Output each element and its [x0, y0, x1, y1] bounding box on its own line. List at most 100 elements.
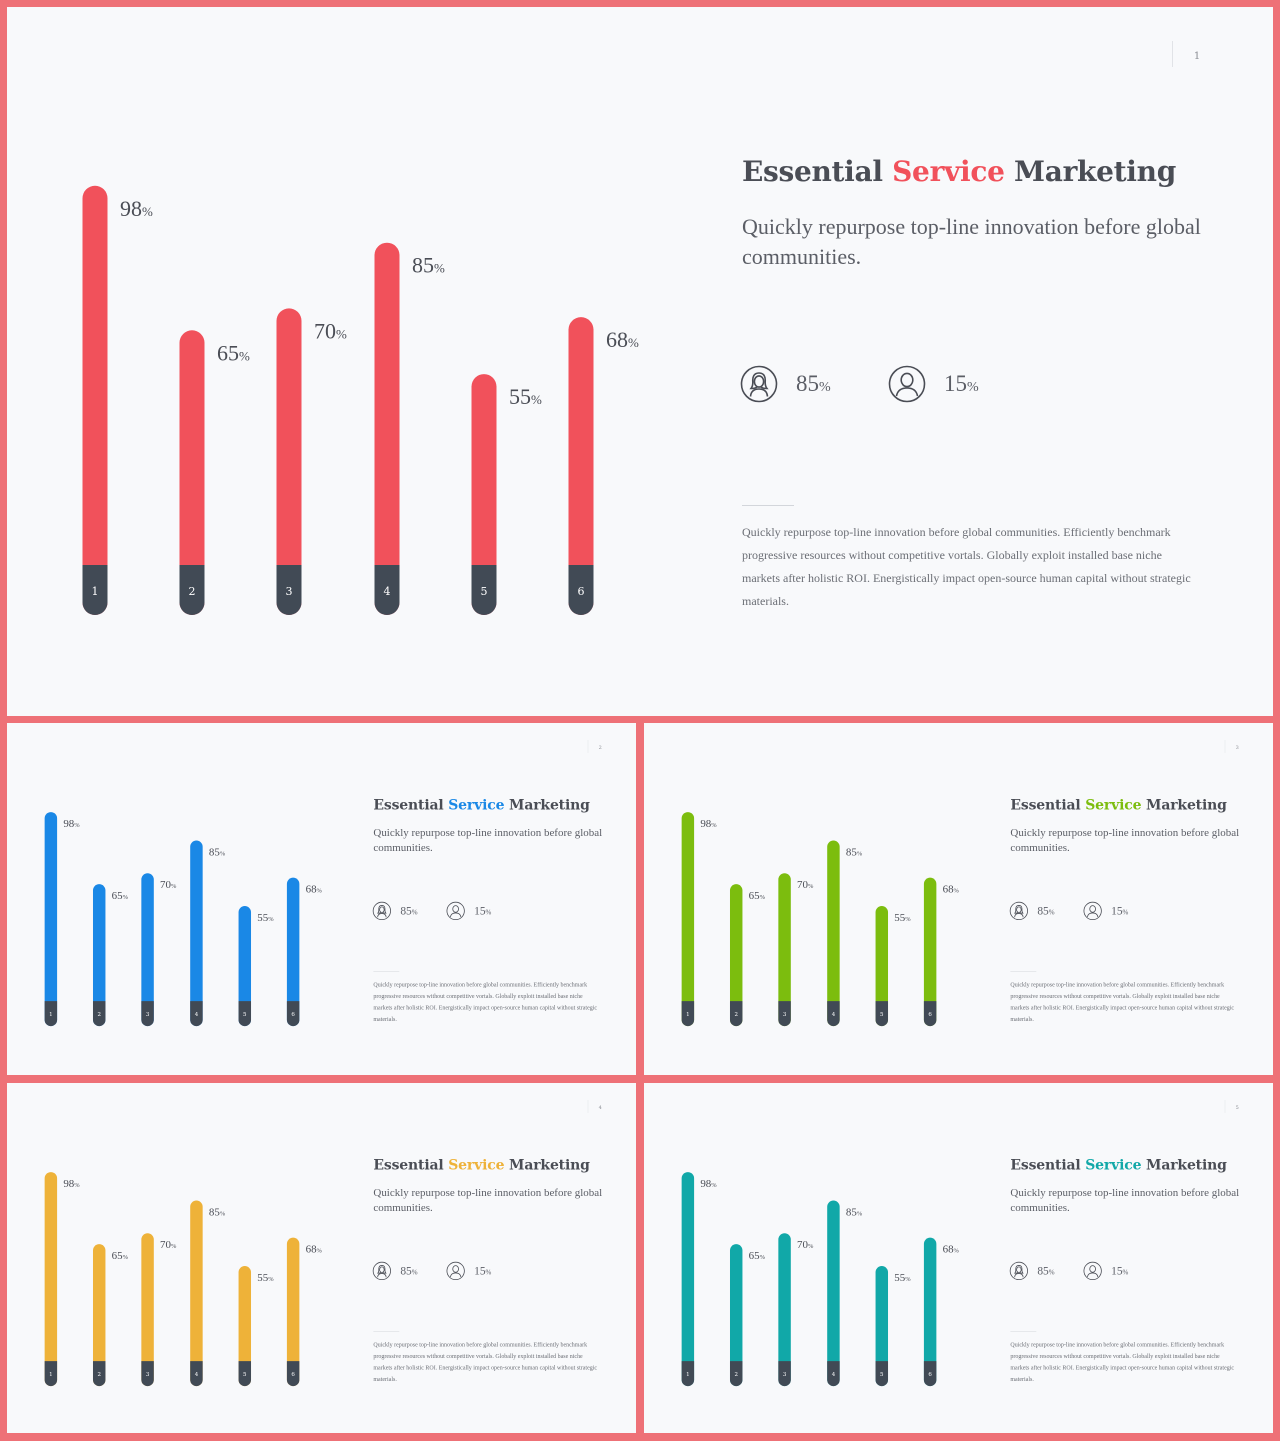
- slide-4: 4 1 98% 2 65% 3 70% 4 85% 5 55% 6 68% Essential Ser…: [7, 1083, 636, 1433]
- category-label-4: 4: [195, 1372, 199, 1378]
- stat-male-value: 15%: [944, 371, 979, 397]
- bar-group-3: 3 70%: [778, 1233, 814, 1387]
- title-suffix: Marketing: [1004, 155, 1176, 188]
- bar-base-6: [286, 1001, 300, 1027]
- value-label-2: 65%: [749, 1250, 766, 1262]
- category-label-1: 1: [92, 585, 99, 598]
- category-label-6: 6: [291, 1372, 295, 1378]
- category-label-1: 1: [49, 1372, 52, 1378]
- bar-group-1: 1 98%: [681, 1172, 717, 1387]
- bar-2: [92, 884, 106, 1027]
- bar-4: [827, 1200, 840, 1387]
- stat-male-number: 15: [1111, 1264, 1123, 1277]
- slide-1: 1 1 98% 2 65% 3 70% 4 85% 5 55% 6 68% Essential Ser…: [7, 7, 1273, 716]
- bar-base-3: [276, 565, 302, 615]
- stat-female-value: 85%: [1037, 1264, 1054, 1277]
- bar-base-6: [923, 1361, 937, 1387]
- stat-female-number: 85: [1037, 1264, 1049, 1277]
- bar-4: [374, 242, 400, 615]
- value-label-5: 55%: [894, 1272, 911, 1284]
- bar-4: [190, 1200, 203, 1387]
- title-prefix: Essential: [373, 1156, 449, 1174]
- value-label-4: 85%: [209, 1206, 226, 1218]
- bar-base-5: [238, 1361, 252, 1387]
- value-label-4: 85%: [209, 846, 226, 858]
- bar-group-6: 6 68%: [923, 877, 960, 1027]
- title-highlight: Service: [1085, 796, 1142, 814]
- bar-base-5: [875, 1001, 889, 1027]
- value-label-3: 70%: [160, 1239, 177, 1251]
- category-label-6: 6: [928, 1372, 932, 1378]
- bar-base-2: [729, 1361, 743, 1387]
- bar-group-1: 1 98%: [44, 1172, 80, 1387]
- category-label-4: 4: [832, 1372, 836, 1378]
- bar-6: [923, 877, 937, 1027]
- bar-chart: 1 98% 2 65% 3 70% 4 85% 5 55% 6 68%: [681, 1172, 960, 1387]
- slide-title: Essential Service Marketing: [1010, 797, 1226, 813]
- value-label-3: 70%: [797, 879, 814, 891]
- category-label-5: 5: [243, 1012, 247, 1018]
- bar-group-2: 2 65%: [729, 884, 766, 1027]
- value-label-6: 68%: [943, 884, 960, 896]
- title-suffix: Marketing: [1141, 796, 1227, 814]
- value-label-5: 55%: [257, 912, 274, 924]
- bar-3: [778, 873, 791, 1027]
- page-divider: [1172, 41, 1173, 67]
- category-label-6: 6: [928, 1012, 932, 1018]
- bar-6: [286, 877, 300, 1027]
- category-label-2: 2: [97, 1372, 100, 1378]
- body-paragraph: Quickly repurpose top-line innovation be…: [373, 981, 598, 1023]
- stat-female-number: 85: [400, 1264, 412, 1277]
- bar-chart: 1 98% 2 65% 3 70% 4 85% 5 55% 6 68%: [82, 185, 639, 615]
- value-label-1: 98%: [700, 1178, 717, 1190]
- category-label-3: 3: [286, 585, 293, 598]
- category-label-3: 3: [146, 1372, 150, 1378]
- value-label-6: 68%: [943, 1244, 960, 1256]
- body-paragraph: Quickly repurpose top-line innovation be…: [742, 525, 1191, 608]
- slide-title: Essential Service Marketing: [373, 1157, 589, 1173]
- bar-group-2: 2 65%: [92, 884, 129, 1027]
- stat-male-value: 15%: [474, 1264, 491, 1277]
- bar-4: [190, 840, 203, 1027]
- bar-base-2: [729, 1001, 743, 1027]
- category-label-5: 5: [880, 1372, 884, 1378]
- category-label-5: 5: [880, 1012, 884, 1018]
- body-paragraph: Quickly repurpose top-line innovation be…: [1010, 981, 1235, 1023]
- bar-chart: 1 98% 2 65% 3 70% 4 85% 5 55% 6 68%: [44, 812, 323, 1027]
- category-label-4: 4: [195, 1012, 199, 1018]
- category-label-1: 1: [686, 1372, 689, 1378]
- slide-subtitle: Quickly repurpose top-line innovation be…: [742, 214, 1201, 269]
- value-label-4: 85%: [846, 846, 863, 858]
- bar-1: [681, 812, 695, 1027]
- bar-base-1: [82, 565, 108, 615]
- bar-2: [729, 1244, 743, 1387]
- bar-1: [82, 185, 108, 615]
- female-user-icon: [372, 1261, 391, 1281]
- category-label-1: 1: [686, 1012, 689, 1018]
- bar-base-5: [238, 1001, 252, 1027]
- bar-6: [286, 1237, 300, 1387]
- bar-group-4: 4 85%: [827, 840, 863, 1027]
- bar-base-3: [141, 1001, 154, 1027]
- bar-6: [568, 317, 594, 615]
- stat-female-number: 85: [796, 371, 819, 396]
- value-label-4: 85%: [846, 1206, 863, 1218]
- page-number: 3: [1235, 744, 1239, 751]
- female-user-icon: [372, 901, 391, 921]
- bar-group-6: 6 68%: [286, 1237, 323, 1387]
- stat-male-number: 15: [474, 904, 486, 917]
- title-suffix: Marketing: [504, 1156, 590, 1174]
- bar-base-6: [923, 1001, 937, 1027]
- category-label-3: 3: [783, 1012, 787, 1018]
- bar-base-4: [190, 1001, 203, 1027]
- bar-group-6: 6 68%: [923, 1237, 960, 1387]
- female-user-icon: [1009, 1261, 1028, 1281]
- bar-group-4: 4 85%: [374, 242, 445, 615]
- value-label-3: 70%: [160, 879, 177, 891]
- category-label-1: 1: [49, 1012, 52, 1018]
- value-label-2: 65%: [112, 1250, 129, 1262]
- title-suffix: Marketing: [504, 796, 590, 814]
- bar-chart: 1 98% 2 65% 3 70% 4 85% 5 55% 6 68%: [44, 1172, 323, 1387]
- slide-2: 2 1 98% 2 65% 3 70% 4 85% 5 55% 6 68% Essential Ser…: [7, 723, 636, 1075]
- stat-male-unit: %: [967, 380, 979, 395]
